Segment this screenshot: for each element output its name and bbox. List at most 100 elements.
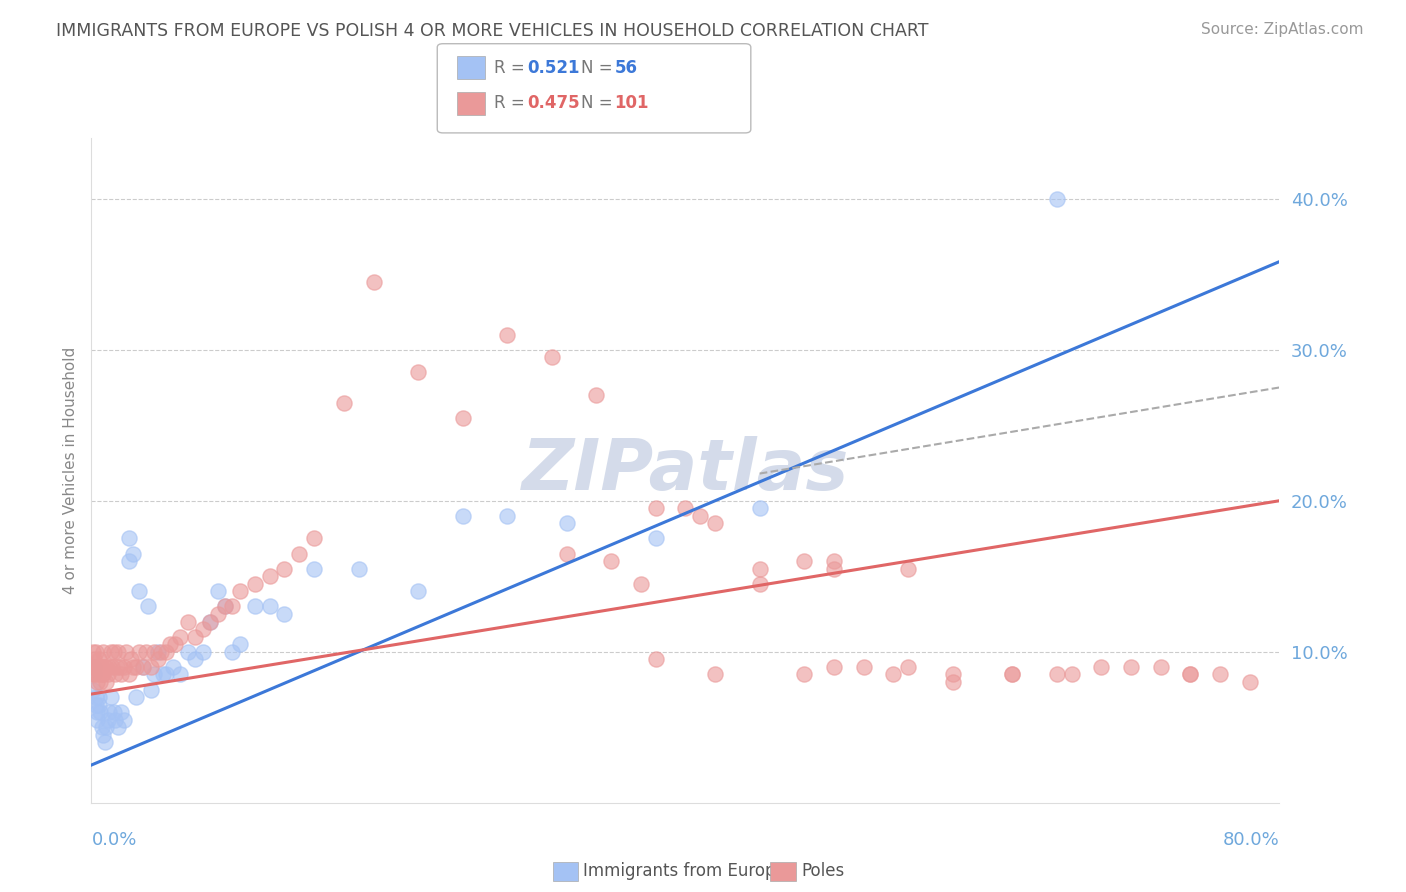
Point: [82, 667, 104, 681]
Point: [259, 599, 281, 614]
Point: [142, 667, 165, 681]
Point: [184, 652, 207, 666]
Point: [748, 576, 770, 591]
Point: [90, 720, 112, 734]
Point: [748, 562, 770, 576]
Point: [86, 705, 108, 719]
Point: [84, 690, 107, 704]
Point: [122, 547, 145, 561]
Point: [103, 645, 125, 659]
Point: [89, 660, 111, 674]
Text: R =: R =: [494, 59, 530, 77]
Point: [169, 667, 191, 681]
Point: [117, 667, 139, 681]
Point: [1060, 667, 1083, 681]
Point: [155, 645, 177, 659]
Point: [288, 547, 311, 561]
Point: [105, 660, 128, 674]
Point: [97, 713, 120, 727]
Point: [89, 705, 111, 719]
Text: IMMIGRANTS FROM EUROPE VS POLISH 4 OR MORE VEHICLES IN HOUSEHOLD CORRELATION CHA: IMMIGRANTS FROM EUROPE VS POLISH 4 OR MO…: [56, 22, 929, 40]
Text: ZIPatlas: ZIPatlas: [522, 436, 849, 505]
Point: [852, 660, 875, 674]
Point: [98, 660, 121, 674]
Point: [112, 713, 135, 727]
Point: [162, 660, 184, 674]
Point: [86, 660, 108, 674]
Point: [273, 562, 295, 576]
Point: [897, 660, 920, 674]
Point: [302, 562, 325, 576]
Point: [100, 690, 122, 704]
Point: [150, 645, 173, 659]
Point: [644, 652, 666, 666]
Point: [406, 584, 429, 599]
Point: [107, 645, 129, 659]
Point: [86, 675, 108, 690]
Point: [104, 713, 127, 727]
Point: [84, 698, 107, 712]
Point: [96, 720, 118, 734]
Point: [117, 554, 139, 568]
Text: 56: 56: [614, 59, 637, 77]
Point: [83, 660, 105, 674]
Point: [98, 705, 121, 719]
Point: [87, 690, 110, 704]
Point: [82, 682, 104, 697]
Point: [184, 630, 207, 644]
Point: [191, 645, 214, 659]
Point: [942, 667, 965, 681]
Point: [363, 275, 385, 289]
Point: [163, 637, 186, 651]
Y-axis label: 4 or more Vehicles in Household: 4 or more Vehicles in Household: [62, 347, 77, 594]
Point: [555, 516, 578, 531]
Point: [83, 652, 105, 666]
Text: N =: N =: [581, 95, 617, 112]
Point: [823, 660, 845, 674]
Point: [1046, 667, 1069, 681]
Point: [110, 667, 132, 681]
Point: [1209, 667, 1232, 681]
Point: [704, 516, 727, 531]
Point: [91, 667, 114, 681]
Point: [406, 365, 429, 379]
Text: Source: ZipAtlas.com: Source: ZipAtlas.com: [1201, 22, 1364, 37]
Text: Immigrants from Europe: Immigrants from Europe: [583, 862, 786, 880]
Point: [87, 667, 110, 681]
Point: [87, 698, 110, 712]
Point: [823, 554, 845, 568]
Point: [86, 713, 108, 727]
Point: [139, 682, 162, 697]
Point: [200, 615, 222, 629]
Point: [84, 645, 107, 659]
Point: [148, 652, 170, 666]
Point: [87, 652, 110, 666]
Point: [107, 720, 129, 734]
Point: [585, 388, 607, 402]
Point: [496, 327, 519, 342]
Point: [1119, 660, 1142, 674]
Point: [644, 501, 666, 516]
Point: [451, 508, 474, 523]
Point: [1001, 667, 1024, 681]
Point: [94, 735, 117, 749]
Point: [207, 584, 229, 599]
Point: [84, 660, 107, 674]
Point: [229, 584, 252, 599]
Point: [108, 660, 131, 674]
Point: [704, 667, 727, 681]
Point: [148, 645, 170, 659]
Point: [273, 607, 295, 621]
Point: [1090, 660, 1112, 674]
Point: [1239, 675, 1261, 690]
Point: [117, 532, 139, 546]
Point: [112, 660, 135, 674]
Point: [214, 599, 236, 614]
Point: [600, 554, 623, 568]
Text: Poles: Poles: [801, 862, 845, 880]
Point: [132, 660, 155, 674]
Point: [139, 660, 162, 674]
Point: [128, 584, 150, 599]
Point: [96, 675, 118, 690]
Point: [82, 645, 104, 659]
